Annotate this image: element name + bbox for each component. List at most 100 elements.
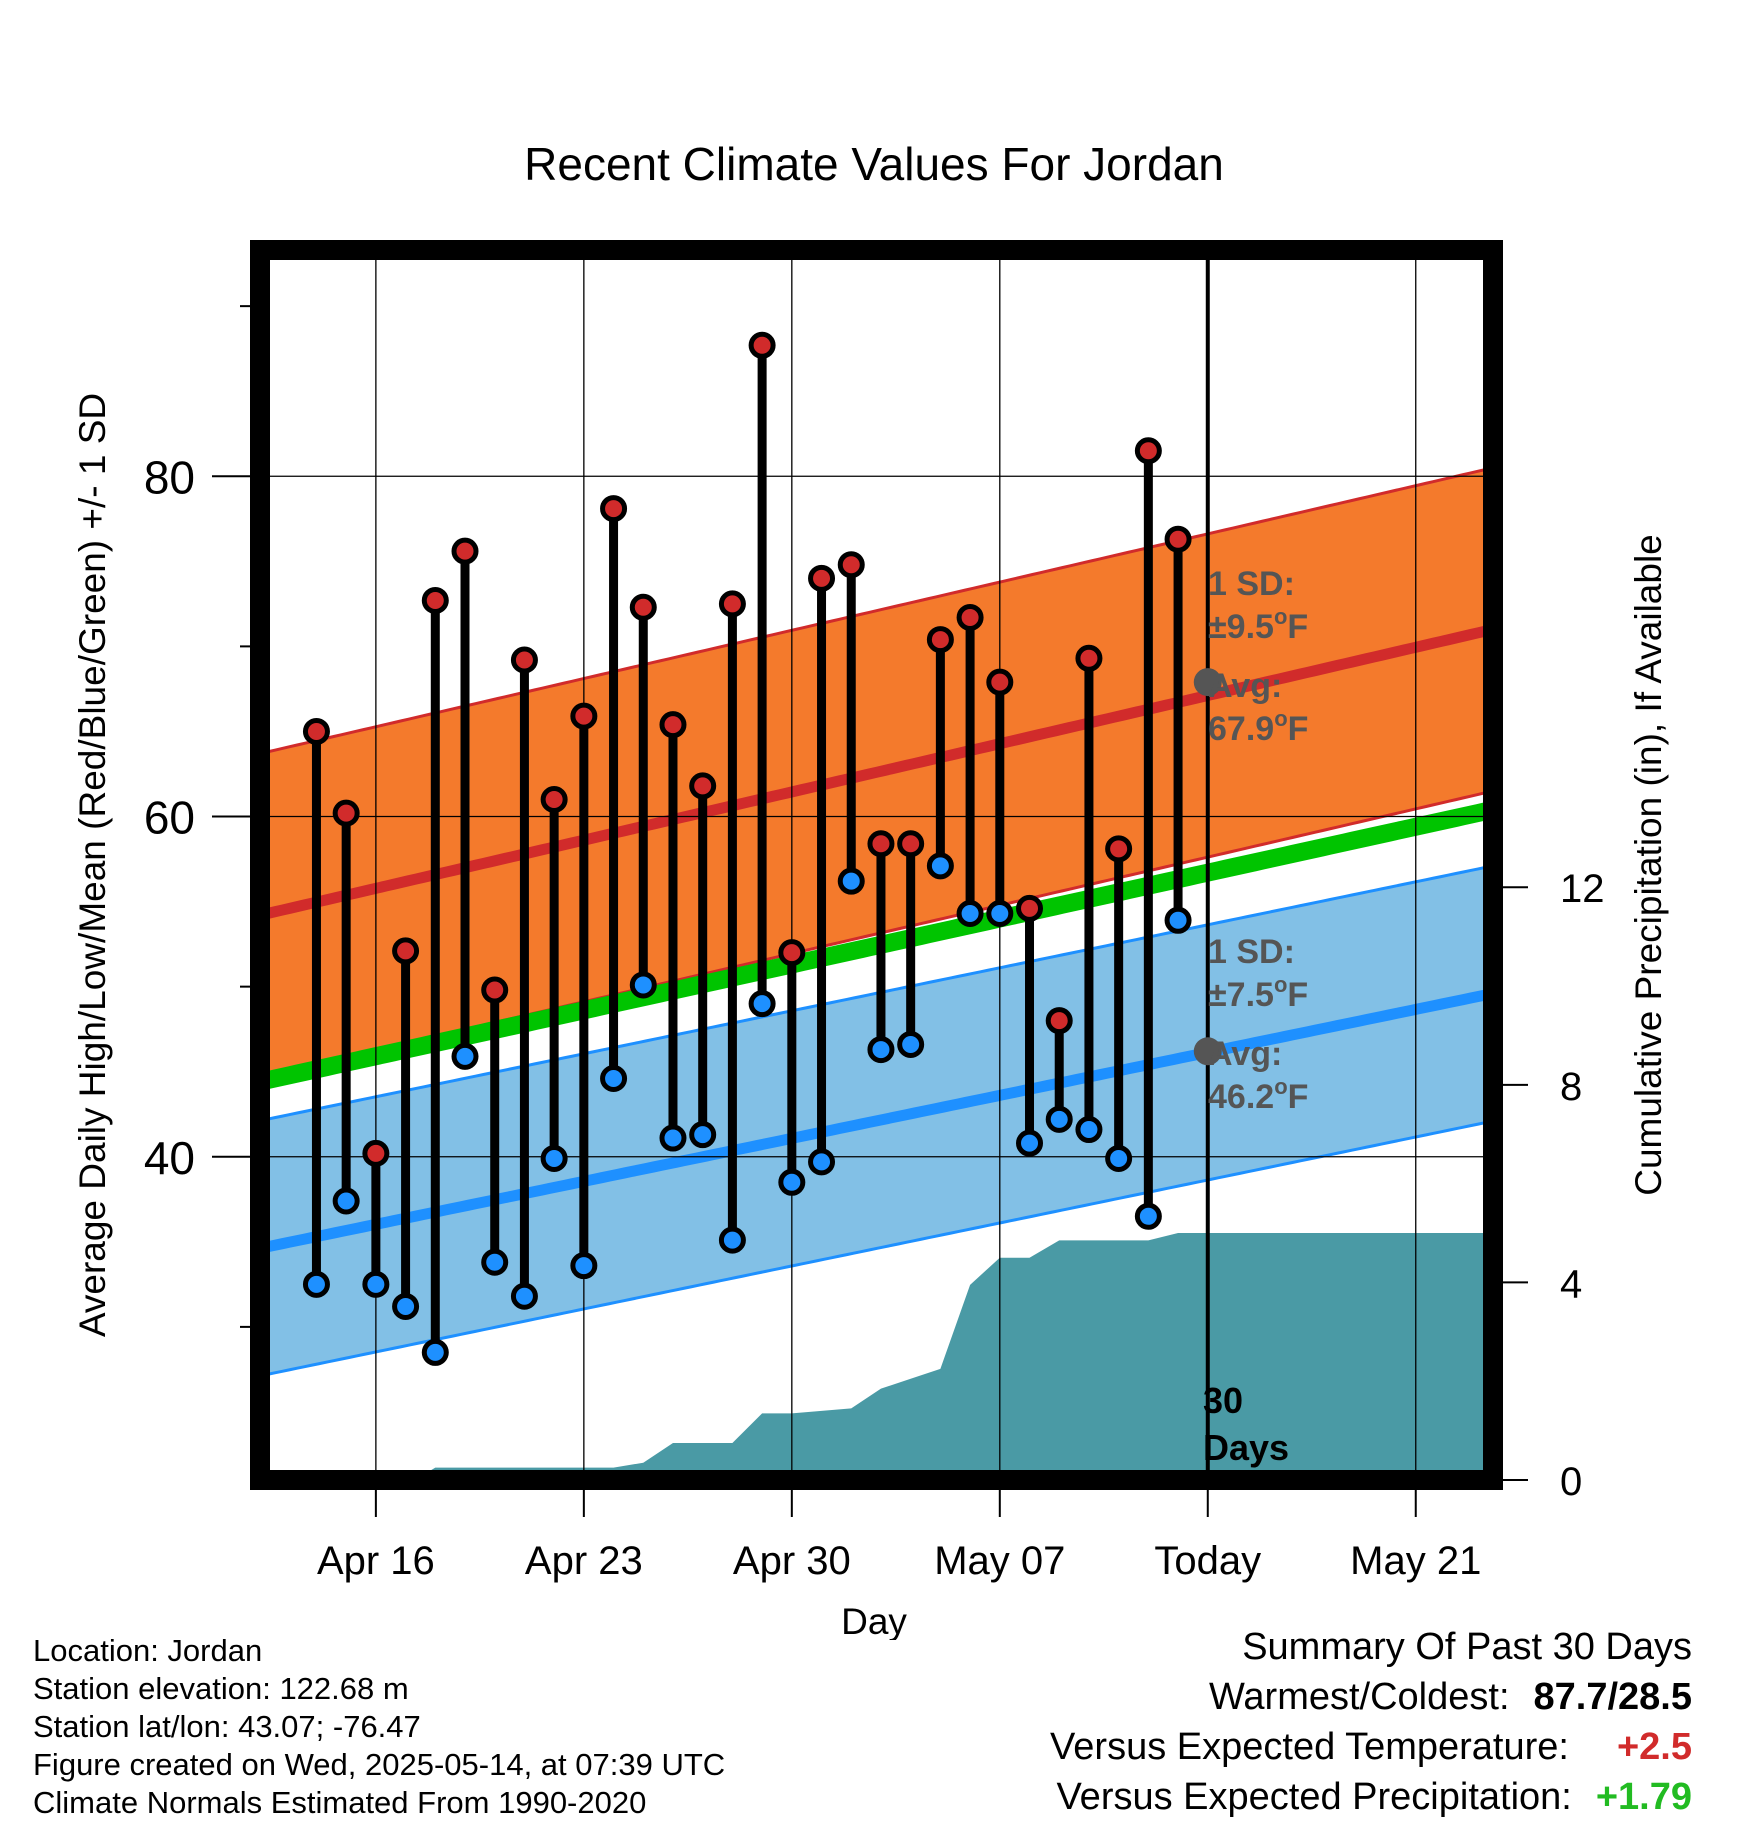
temp-value: +2.5	[1616, 1726, 1692, 1768]
x-tick-label-3: May 07	[934, 1539, 1065, 1583]
summary-title: Summary Of Past 30 Days	[1242, 1626, 1692, 1668]
high-avg-value: 67.9oF	[1208, 706, 1308, 748]
x-tick-label-5: May 21	[1350, 1539, 1481, 1583]
high-sd-label: 1 SD:	[1208, 565, 1295, 603]
high-avg-marker	[1193, 668, 1222, 697]
high-point-12	[659, 711, 687, 739]
y-right-tick-label-1: 4	[1560, 1262, 1582, 1306]
info-created: Figure created on Wed, 2025-05-14, at 07…	[33, 1747, 726, 1782]
low-point-1	[332, 1187, 360, 1215]
low-point-9	[570, 1252, 598, 1280]
high-point-16	[778, 939, 806, 967]
low-point-14	[718, 1226, 746, 1254]
low-point-15	[748, 990, 776, 1018]
low-point-6	[481, 1248, 509, 1276]
low-point-16	[778, 1168, 806, 1196]
high-point-22	[956, 603, 984, 631]
low-point-29	[1164, 906, 1192, 934]
summary-temp-row: Versus Expected Temperature: +2.5	[1050, 1722, 1692, 1772]
low-point-2	[362, 1270, 390, 1298]
low-point-7	[510, 1282, 538, 1310]
y-right-tick-label-0: 0	[1560, 1460, 1582, 1504]
low-point-28	[1134, 1202, 1162, 1230]
y-left-tick-label-1: 60	[144, 792, 195, 844]
high-point-7	[510, 646, 538, 674]
high-point-23	[986, 668, 1014, 696]
low-point-22	[956, 899, 984, 927]
low-point-23	[986, 899, 1014, 927]
high-point-21	[926, 626, 954, 654]
low-point-18	[837, 867, 865, 895]
high-point-25	[1045, 1007, 1073, 1035]
high-point-5	[451, 537, 479, 565]
station-info: Location: Jordan Station elevation: 122.…	[33, 1632, 725, 1822]
low-point-4	[421, 1338, 449, 1366]
x-tick-label-4: Today	[1154, 1539, 1261, 1583]
high-point-8	[540, 786, 568, 814]
high-point-18	[837, 551, 865, 579]
high-point-0	[302, 717, 330, 745]
x-tick-label-2: Apr 30	[733, 1539, 851, 1583]
warmest-value: 87.7/28.5	[1533, 1676, 1692, 1718]
summary-warmest-row: Warmest/Coldest: 87.7/28.5	[1050, 1672, 1692, 1722]
precip-label: Versus Expected Precipitation:	[1056, 1776, 1572, 1818]
high-point-1	[332, 799, 360, 827]
x-tick-label-0: Apr 16	[317, 1539, 435, 1583]
low-point-10	[600, 1065, 628, 1093]
y-right-tick-label-3: 12	[1560, 867, 1605, 911]
high-point-2	[362, 1139, 390, 1167]
low-point-11	[629, 971, 657, 999]
high-point-11	[629, 593, 657, 621]
low-avg-label: Avg:	[1208, 1035, 1282, 1073]
low-point-3	[392, 1292, 420, 1320]
x-axis-label: Day	[841, 1601, 907, 1640]
low-point-5	[451, 1042, 479, 1070]
y-right-tick-label-2: 8	[1560, 1065, 1582, 1109]
high-point-6	[481, 976, 509, 1004]
low-avg-marker	[1193, 1037, 1222, 1066]
high-point-24	[1016, 894, 1044, 922]
low-sd-value: ±7.5oF	[1208, 972, 1308, 1014]
x-tick-label-1: Apr 23	[525, 1539, 643, 1583]
low-point-21	[926, 852, 954, 880]
high-point-10	[600, 495, 628, 523]
low-point-0	[302, 1270, 330, 1298]
high-point-26	[1075, 644, 1103, 672]
high-sd-value: ±9.5oF	[1208, 604, 1308, 646]
high-point-15	[748, 331, 776, 359]
summary-panel: Summary Of Past 30 Days Warmest/Coldest:…	[1050, 1622, 1692, 1822]
axes: 40 60 80 0 4 8 12 Apr 16 Apr 23 Apr 30 May 07 Today…	[144, 305, 1605, 1583]
high-point-9	[570, 702, 598, 730]
low-point-27	[1105, 1144, 1133, 1172]
y-left-tick-label-0: 40	[144, 1132, 195, 1184]
low-sd-label: 1 SD:	[1208, 933, 1295, 971]
climate-chart: Recent Climate Values For Jordan 1 SD:±9…	[72, 138, 1669, 1640]
high-avg-label: Avg:	[1208, 667, 1282, 705]
precip-area	[414, 1233, 1493, 1480]
low-point-12	[659, 1124, 687, 1152]
high-point-19	[867, 830, 895, 858]
low-point-24	[1016, 1129, 1044, 1157]
info-latlon: Station lat/lon: 43.07; -76.47	[33, 1709, 421, 1744]
y-left-tick-label-2: 80	[144, 451, 195, 503]
y-axis-right-label: Cumulative Precipitation (in), If Availa…	[1628, 534, 1669, 1196]
low-point-26	[1075, 1116, 1103, 1144]
high-point-27	[1105, 835, 1133, 863]
summary-precip-row: Versus Expected Precipitation: +1.79	[1050, 1772, 1692, 1822]
low-point-25	[1045, 1105, 1073, 1133]
info-elevation: Station elevation: 122.68 m	[33, 1671, 409, 1706]
high-point-3	[392, 937, 420, 965]
precip-value: +1.79	[1595, 1776, 1692, 1818]
chart-title: Recent Climate Values For Jordan	[524, 138, 1224, 190]
high-point-14	[718, 590, 746, 618]
days-label-2: Days	[1203, 1427, 1289, 1468]
low-sd-band-lower-edge	[260, 1119, 1493, 1378]
low-point-20	[897, 1030, 925, 1058]
low-point-17	[808, 1148, 836, 1176]
high-point-4	[421, 586, 449, 614]
y-axis-left-label: Average Daily High/Low/Mean (Red/Blue/Gr…	[72, 393, 113, 1337]
info-location: Location: Jordan	[33, 1633, 263, 1668]
high-point-29	[1164, 525, 1192, 553]
warmest-label: Warmest/Coldest:	[1208, 1676, 1510, 1718]
